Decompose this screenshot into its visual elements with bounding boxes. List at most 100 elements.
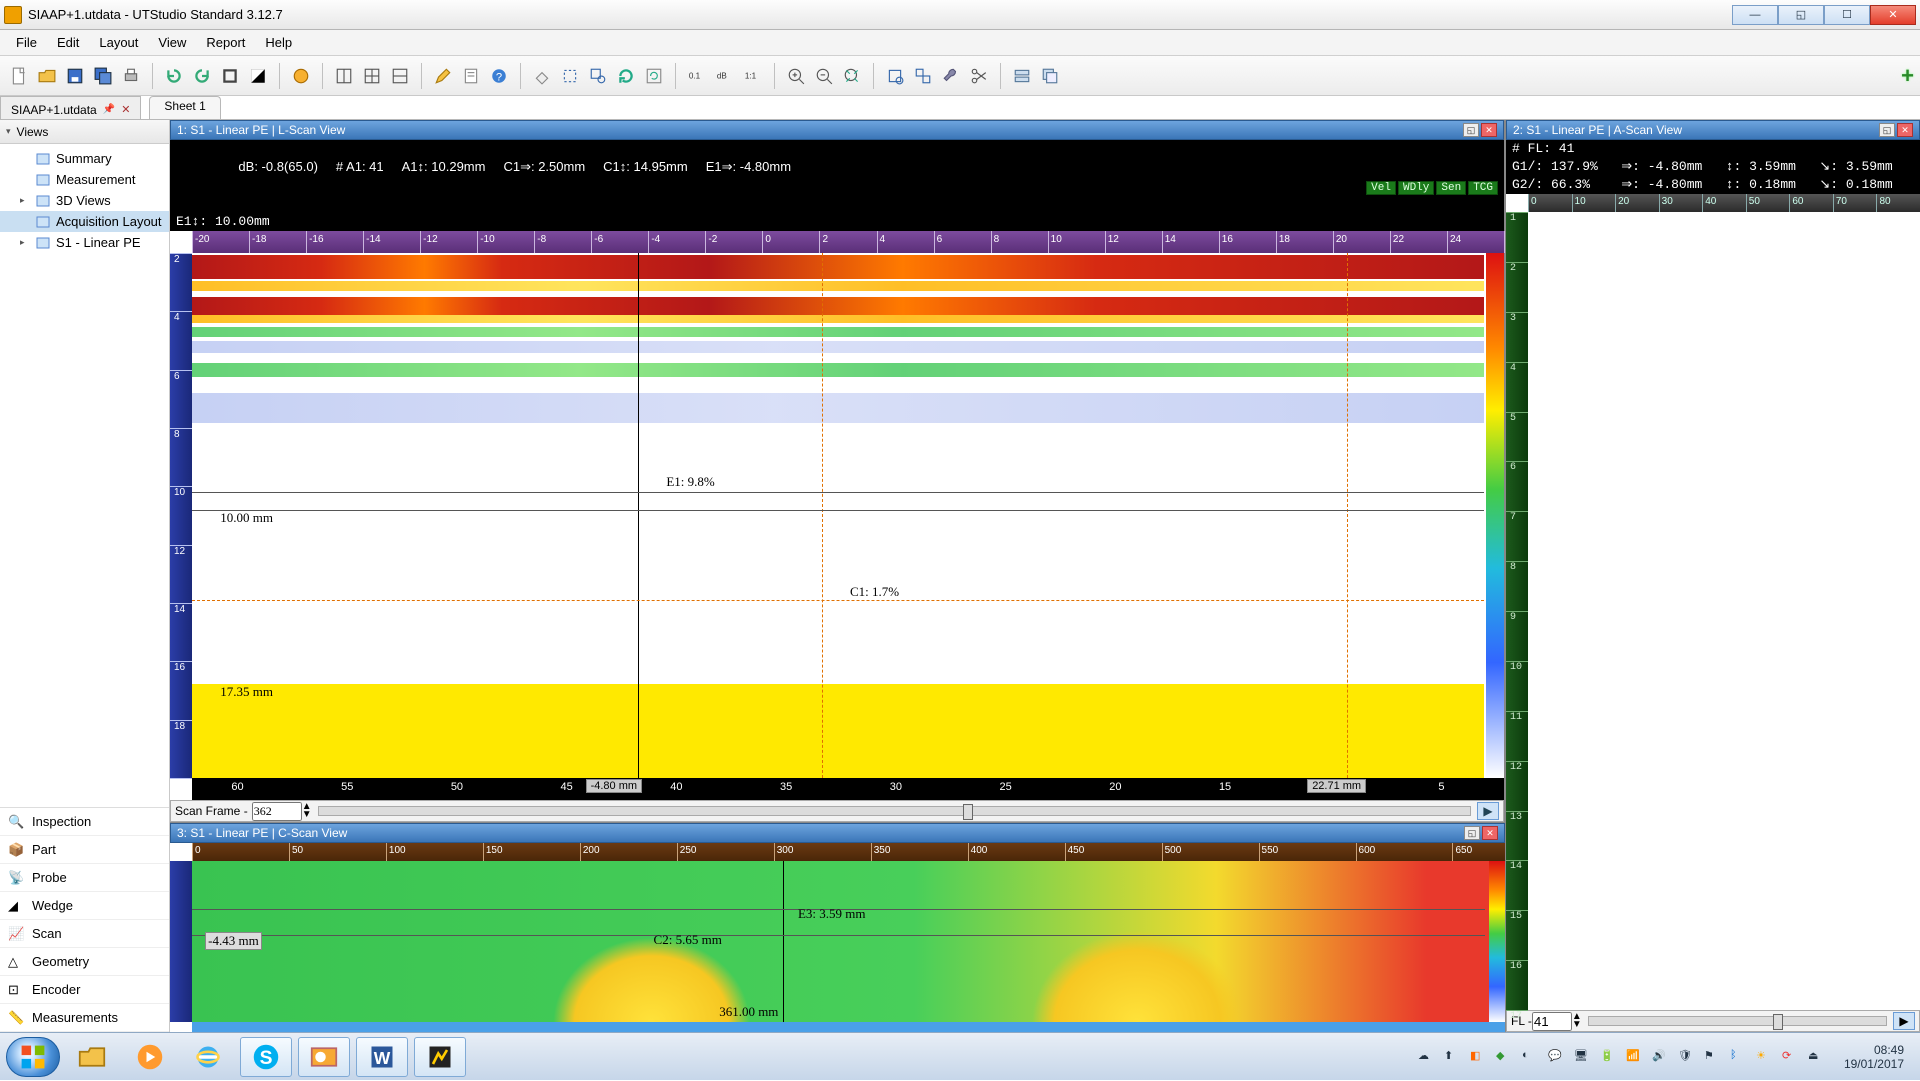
taskbar-explorer-icon[interactable] [66, 1037, 118, 1077]
palette-icon[interactable] [288, 63, 314, 89]
tray-wifi-icon[interactable]: 📶 [1626, 1049, 1642, 1065]
lscan-cursor-e1h[interactable] [192, 492, 1484, 493]
cscan-palette[interactable] [1489, 861, 1505, 1022]
select-zoom-icon[interactable] [585, 63, 611, 89]
lscan-left-ruler[interactable]: 2468101214161820 [170, 253, 192, 778]
eraser-icon[interactable] [529, 63, 555, 89]
window-tile-icon[interactable] [1009, 63, 1035, 89]
grid-refresh-icon[interactable] [641, 63, 667, 89]
zoom-fit-icon[interactable] [839, 63, 865, 89]
crop-icon[interactable] [217, 63, 243, 89]
color-palette-bar[interactable] [1486, 253, 1504, 778]
tray-cloud-icon[interactable]: ☁ [1418, 1049, 1434, 1065]
tray-monitor-icon[interactable]: 🖥 [1574, 1049, 1590, 1065]
sidebar-panel-measurements[interactable]: 📏Measurements [0, 1004, 169, 1032]
unit-db-icon[interactable]: dB [712, 63, 738, 89]
one-to-one-icon[interactable]: 1:1 [740, 63, 766, 89]
add-pane-button[interactable]: + [1901, 63, 1914, 89]
tree-node-acquisition-layout[interactable]: Acquisition Layout [0, 211, 169, 232]
file-tab[interactable]: SIAAP+1.utdata 📌 ✕ [0, 96, 141, 119]
lscan-cursor-e1[interactable] [1347, 253, 1348, 778]
tray-app2-icon[interactable]: ◆ [1496, 1049, 1512, 1065]
tray-app1-icon[interactable]: ◧ [1470, 1049, 1486, 1065]
sheet-tab[interactable]: Sheet 1 [149, 96, 220, 119]
scissors-icon[interactable] [966, 63, 992, 89]
pin-icon[interactable]: 📌 [103, 104, 115, 115]
lscan-cursor-10mm[interactable] [192, 510, 1484, 511]
window-restore-button[interactable]: ◱ [1778, 5, 1824, 25]
fl-play-button[interactable]: ▶ [1893, 1012, 1915, 1030]
menu-edit[interactable]: Edit [47, 32, 89, 53]
tray-chat-icon[interactable]: 💬 [1548, 1049, 1564, 1065]
scan-frame-slider[interactable] [318, 806, 1471, 816]
select-rect-icon[interactable] [557, 63, 583, 89]
menu-view[interactable]: View [148, 32, 196, 53]
lscan-close-icon[interactable]: ✕ [1481, 123, 1497, 137]
scan-frame-play-button[interactable]: ▶ [1477, 802, 1499, 820]
lscan-bottom-axis[interactable]: 60555045403530252015105-4.80 mm22.71 mm [192, 778, 1504, 800]
help-icon[interactable]: ? [486, 63, 512, 89]
open-icon[interactable] [34, 63, 60, 89]
ascan-close-icon[interactable]: ✕ [1897, 123, 1913, 137]
taskbar-wmp-icon[interactable] [124, 1037, 176, 1077]
tray-flag-icon[interactable]: ⚑ [1704, 1049, 1720, 1065]
scan-frame-stepper[interactable]: ▲▼ [302, 803, 312, 819]
layout-1-icon[interactable] [331, 63, 357, 89]
sidebar-panel-probe[interactable]: 📡Probe [0, 864, 169, 892]
sidebar-panel-inspection[interactable]: 🔍Inspection [0, 808, 169, 836]
cscan-cursor-c2[interactable] [192, 935, 1485, 936]
sidebar-panel-geometry[interactable]: △Geometry [0, 948, 169, 976]
menu-help[interactable]: Help [255, 32, 302, 53]
zoom-out-icon[interactable] [811, 63, 837, 89]
start-button[interactable] [6, 1037, 60, 1077]
taskbar-clock[interactable]: 08:49 19/01/2017 [1834, 1043, 1914, 1071]
wrench-icon[interactable] [938, 63, 964, 89]
taskbar-skype-icon[interactable]: S [240, 1037, 292, 1077]
lscan-canvas[interactable]: E1: 9.8%10.00 mmC1: 1.7%17.35 mm [192, 253, 1504, 778]
tray-eject-icon[interactable]: ⏏ [1808, 1049, 1824, 1065]
cscan-restore-icon[interactable]: ◱ [1464, 826, 1480, 840]
taskbar-ie-icon[interactable] [182, 1037, 234, 1077]
save-all-icon[interactable] [90, 63, 116, 89]
fl-input[interactable] [1532, 1012, 1572, 1031]
lscan-titlebar[interactable]: 1: S1 - Linear PE | L-Scan View ◱ ✕ [170, 120, 1504, 140]
link-icon[interactable] [910, 63, 936, 89]
unit-mm-icon[interactable]: 0.1 [684, 63, 710, 89]
layout-3-icon[interactable] [387, 63, 413, 89]
taskbar-utstudio-icon[interactable] [414, 1037, 466, 1077]
sidebar-panel-scan[interactable]: 📈Scan [0, 920, 169, 948]
tray-sync-icon[interactable]: ⟳ [1782, 1049, 1798, 1065]
tray-sun-icon[interactable]: ☀ [1756, 1049, 1772, 1065]
tray-bluetooth-icon[interactable]: ᛒ [1730, 1049, 1746, 1065]
refresh-icon[interactable] [613, 63, 639, 89]
ascan-restore-icon[interactable]: ◱ [1879, 123, 1895, 137]
tree-node-s1-linear-pe[interactable]: ▸S1 - Linear PE [0, 232, 169, 253]
lscan-cursor-c1h[interactable] [192, 600, 1484, 601]
tray-app3-icon[interactable]: ◐ [1522, 1049, 1538, 1065]
lscan-cursor-main[interactable] [638, 253, 639, 778]
cscan-close-icon[interactable]: ✕ [1482, 826, 1498, 840]
tree-node-measurement[interactable]: Measurement [0, 169, 169, 190]
note-icon[interactable] [458, 63, 484, 89]
scan-frame-input[interactable] [252, 802, 302, 821]
tree-node-summary[interactable]: Summary [0, 148, 169, 169]
lscan-cursor-c1[interactable] [822, 253, 823, 778]
fl-slider[interactable] [1588, 1016, 1887, 1026]
tray-shield-icon[interactable]: 🛡 [1678, 1049, 1694, 1065]
save-icon[interactable] [62, 63, 88, 89]
cscan-top-ruler[interactable]: 050100150200250300350400450500550600650 [192, 843, 1505, 861]
undo-icon[interactable] [161, 63, 187, 89]
cscan-scrollbar[interactable] [192, 1022, 1505, 1032]
window-maximize-button[interactable]: ☐ [1824, 5, 1870, 25]
cscan-titlebar[interactable]: 3: S1 - Linear PE | C-Scan View ◱ ✕ [170, 823, 1505, 843]
tree-node-3d-views[interactable]: ▸3D Views [0, 190, 169, 211]
zoom-in-icon[interactable] [783, 63, 809, 89]
print-icon[interactable] [118, 63, 144, 89]
window-minimize-button[interactable]: — [1732, 5, 1778, 25]
layout-2-icon[interactable] [359, 63, 385, 89]
menu-file[interactable]: File [6, 32, 47, 53]
tray-arrow-icon[interactable]: ⬆ [1444, 1049, 1460, 1065]
ascan-left-ruler[interactable]: 1234567891011121314151617 [1506, 212, 1528, 1010]
lscan-top-ruler[interactable]: -20-18-16-14-12-10-8-6-4-202468101214161… [192, 231, 1504, 253]
reference-icon[interactable] [882, 63, 908, 89]
